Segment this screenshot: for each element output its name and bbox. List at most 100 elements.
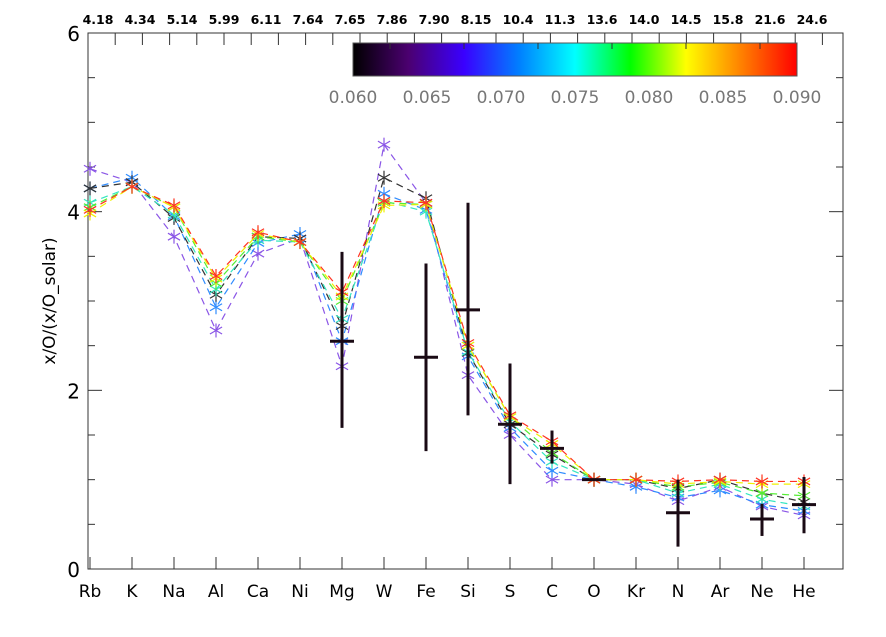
x-tick-label: W <box>376 582 393 602</box>
x-tick-label: Ne <box>750 582 773 602</box>
x-tick-label: Si <box>460 582 476 602</box>
observed-Fe <box>414 263 438 452</box>
star-stroke <box>545 466 559 475</box>
observed-He <box>792 476 816 534</box>
star-stroke <box>377 196 391 205</box>
data-point <box>629 472 643 487</box>
top-axis-label: 14.0 <box>629 12 660 27</box>
x-tick-label: S <box>505 582 516 602</box>
series-0.075 <box>83 179 811 514</box>
series-0.06 <box>83 170 811 509</box>
observed-Si <box>456 202 480 416</box>
x-tick-label: K <box>126 582 138 602</box>
data-point <box>167 198 181 213</box>
x-tick-label: C <box>546 582 558 602</box>
x-tick-label: Na <box>162 582 185 602</box>
top-axis-label: 7.86 <box>377 12 408 27</box>
data-point <box>83 161 97 176</box>
x-tick-label: Mg <box>329 582 354 602</box>
series-line <box>89 185 804 485</box>
star-stroke <box>629 482 643 491</box>
series-line <box>89 185 804 483</box>
data-point <box>83 202 97 217</box>
colorbar-tick-label: 0.070 <box>477 88 526 108</box>
data-point <box>209 323 223 338</box>
series-line <box>89 185 805 508</box>
data-point <box>251 225 265 240</box>
top-axis-label: 13.6 <box>587 12 618 27</box>
data-point <box>209 268 223 283</box>
star-stroke <box>167 210 181 219</box>
x-tick-label: Ni <box>291 582 308 602</box>
top-axis-label: 24.6 <box>797 12 828 27</box>
observed-S <box>498 363 522 485</box>
x-tick-label: Kr <box>627 582 645 602</box>
colorbar-tick-label: 0.085 <box>699 88 748 108</box>
colorbar-tick-label: 0.065 <box>403 88 452 108</box>
series-line <box>89 177 805 512</box>
colorbar-tick-label: 0.090 <box>773 88 822 108</box>
x-tick-label: Ar <box>711 582 730 602</box>
star-stroke <box>545 475 559 484</box>
observed-Ne <box>750 503 774 536</box>
star-stroke <box>419 198 433 207</box>
top-axis-label: 5.14 <box>167 12 198 27</box>
star-stroke <box>167 201 181 210</box>
star-stroke <box>755 489 769 498</box>
star-stroke <box>755 477 769 486</box>
star-stroke <box>251 228 265 237</box>
star-stroke <box>209 303 223 312</box>
top-axis-label: 7.64 <box>293 12 324 27</box>
star-stroke <box>83 184 97 193</box>
top-axis-label: 4.18 <box>83 12 114 27</box>
top-axis-label: 14.5 <box>671 12 702 27</box>
star-stroke <box>209 271 223 281</box>
y-tick-label: 2 <box>67 379 80 403</box>
data-point <box>209 300 223 315</box>
top-axis-label: 10.4 <box>503 12 534 27</box>
series-0.07 <box>83 170 811 518</box>
y-tick-label: 4 <box>67 201 80 225</box>
x-tick-label: O <box>587 582 600 602</box>
star-stroke <box>419 207 433 216</box>
star-stroke <box>377 173 391 182</box>
star-stroke <box>377 189 391 198</box>
star-stroke <box>125 182 139 191</box>
series-line <box>89 143 805 516</box>
data-point <box>167 229 181 244</box>
series-0.08 <box>83 179 811 503</box>
top-axis-label: 7.90 <box>419 12 450 27</box>
star-stroke <box>83 205 97 214</box>
data-point <box>377 137 391 152</box>
data-point <box>125 179 139 194</box>
star-stroke <box>251 249 265 258</box>
star-stroke <box>293 238 307 247</box>
star-stroke <box>167 232 181 241</box>
x-tick-label: Al <box>208 582 224 602</box>
data-point <box>377 193 391 208</box>
observed-C <box>540 430 564 464</box>
y-tick-label: 0 <box>67 558 80 582</box>
top-axis-label: 15.8 <box>713 12 744 27</box>
series-0.09 <box>83 179 811 489</box>
x-tick-label: Ca <box>247 582 269 602</box>
star-stroke <box>629 475 643 484</box>
x-tick-label: N <box>672 582 685 602</box>
y-axis-label: x/O/(x/O_solar) <box>40 237 60 364</box>
data-point <box>377 170 391 185</box>
colorbar-tick-label: 0.075 <box>551 88 600 108</box>
data-point <box>419 195 433 210</box>
data-point <box>293 235 307 250</box>
top-axis-label: 21.6 <box>755 12 786 27</box>
colorbar <box>352 42 798 77</box>
star-stroke <box>377 140 391 149</box>
series-line <box>89 176 805 503</box>
top-axis-label: 8.15 <box>461 12 492 27</box>
data-point <box>713 472 727 487</box>
y-tick-label: 6 <box>67 22 80 46</box>
x-tick-label: Rb <box>79 582 102 602</box>
star-stroke <box>209 326 223 335</box>
top-axis-label: 7.65 <box>335 12 366 27</box>
top-axis-label: 5.99 <box>209 12 240 27</box>
